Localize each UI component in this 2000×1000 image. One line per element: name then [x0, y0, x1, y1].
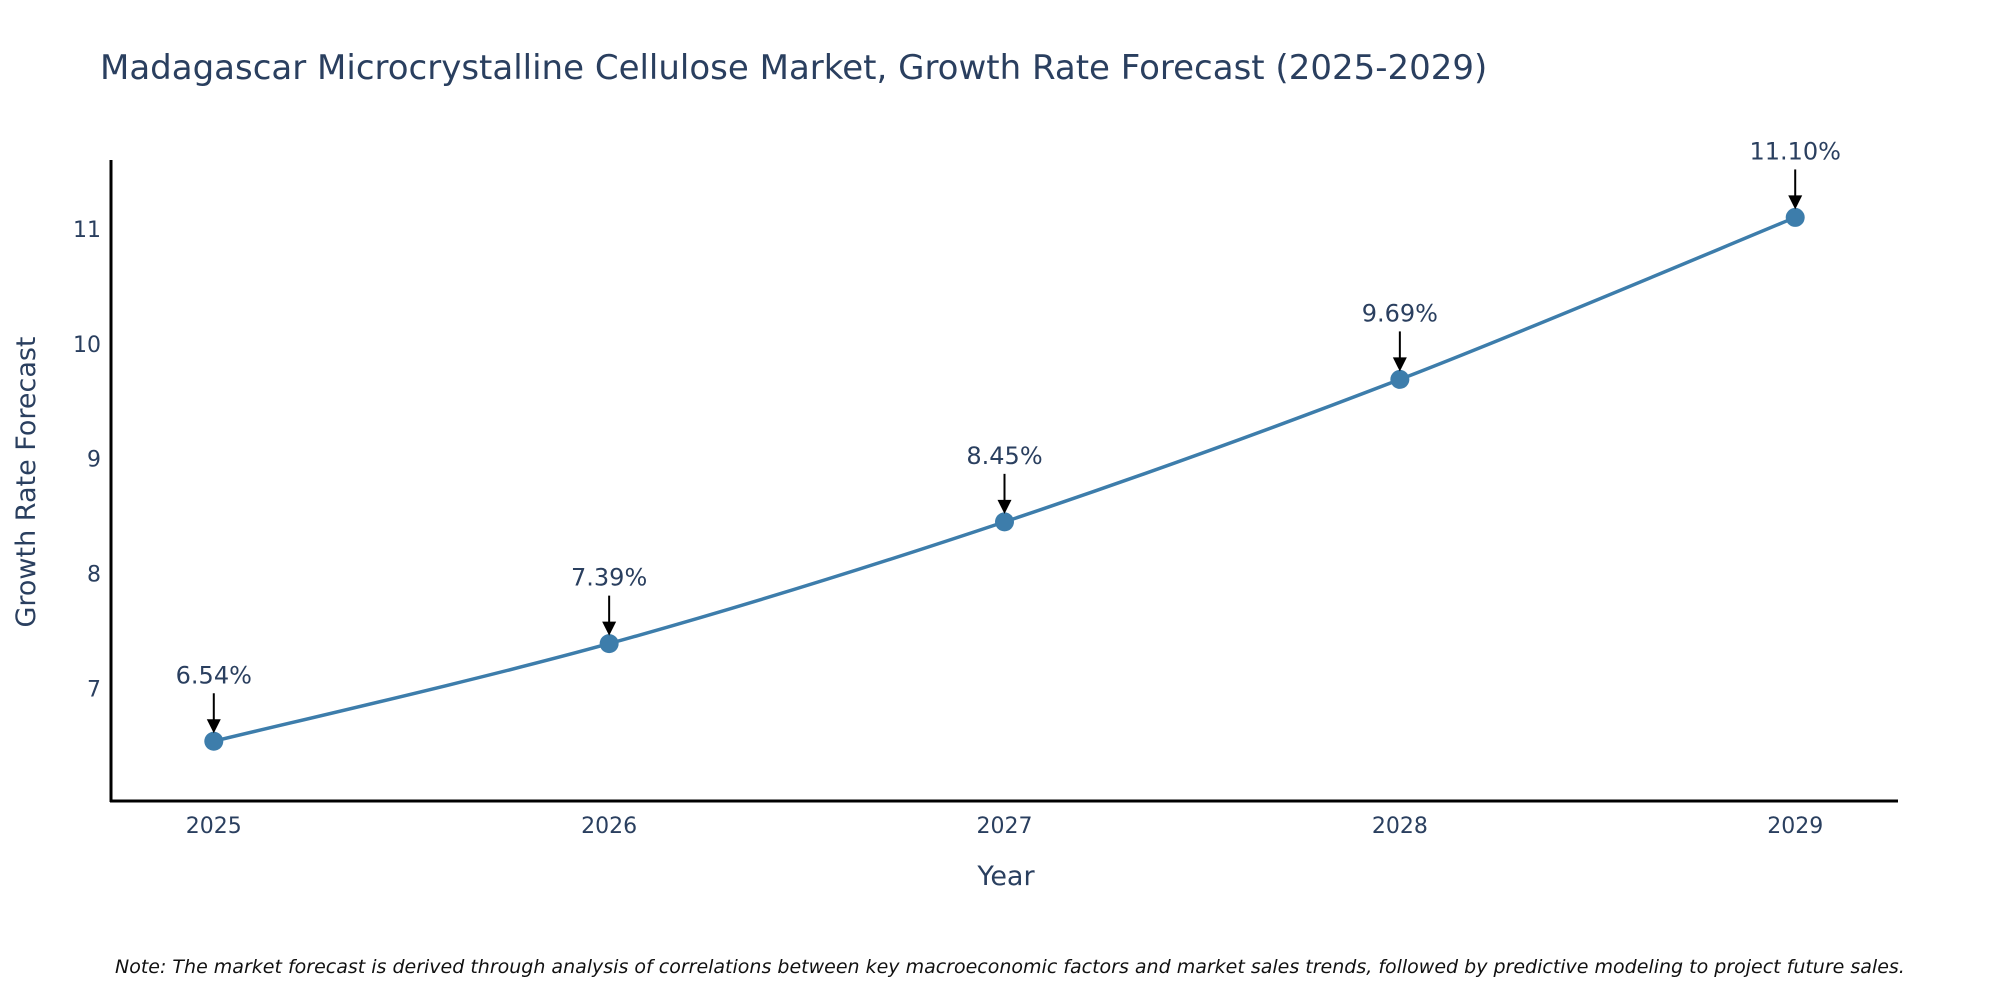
data-label: 7.39% — [571, 564, 647, 592]
y-tick-label: 8 — [87, 563, 101, 588]
y-axis-title: Growth Rate Forecast — [11, 336, 42, 627]
x-tick-label: 2025 — [186, 814, 242, 839]
data-label: 11.10% — [1749, 137, 1841, 165]
x-axis-title: Year — [976, 861, 1035, 892]
data-point — [204, 731, 224, 751]
data-points — [204, 207, 1805, 751]
annotation-arrow-head — [997, 499, 1012, 514]
axes: 7 8 9 10 11 2025 2026 2027 2028 2029 — [73, 160, 1898, 839]
x-tick-label: 2029 — [1767, 814, 1823, 839]
data-annotation: 7.39% — [571, 564, 647, 636]
data-annotation: 8.45% — [966, 442, 1043, 514]
data-label: 9.69% — [1362, 299, 1438, 327]
data-annotation: 9.69% — [1362, 299, 1438, 372]
annotation-arrow-head — [1392, 357, 1407, 372]
annotation-arrow-head — [1788, 195, 1803, 210]
data-point — [995, 512, 1014, 532]
data-annotation: 6.54% — [176, 661, 252, 734]
data-label: 8.45% — [966, 442, 1042, 470]
y-tick-label: 7 — [87, 677, 101, 702]
annotation-arrow-head — [602, 621, 617, 636]
y-tick-label: 11 — [73, 218, 101, 243]
x-tick-label: 2028 — [1372, 814, 1428, 839]
data-point — [599, 634, 619, 654]
x-tick-label: 2027 — [977, 814, 1033, 839]
data-annotations: 6.54% 7.39% 8.45% 9.69% 11.10% — [176, 137, 1841, 734]
annotation-arrow-head — [206, 719, 221, 734]
data-point — [1390, 369, 1410, 389]
footnote: Note: The market forecast is derived thr… — [115, 956, 1905, 978]
data-label: 6.54% — [176, 661, 252, 689]
chart-title: Madagascar Microcrystalline Cellulose Ma… — [100, 48, 1488, 88]
y-tick-label: 10 — [73, 333, 101, 358]
data-annotation: 11.10% — [1749, 137, 1841, 210]
x-tick-label: 2026 — [581, 814, 637, 839]
y-tick-label: 9 — [87, 448, 101, 473]
data-point — [1785, 207, 1805, 227]
